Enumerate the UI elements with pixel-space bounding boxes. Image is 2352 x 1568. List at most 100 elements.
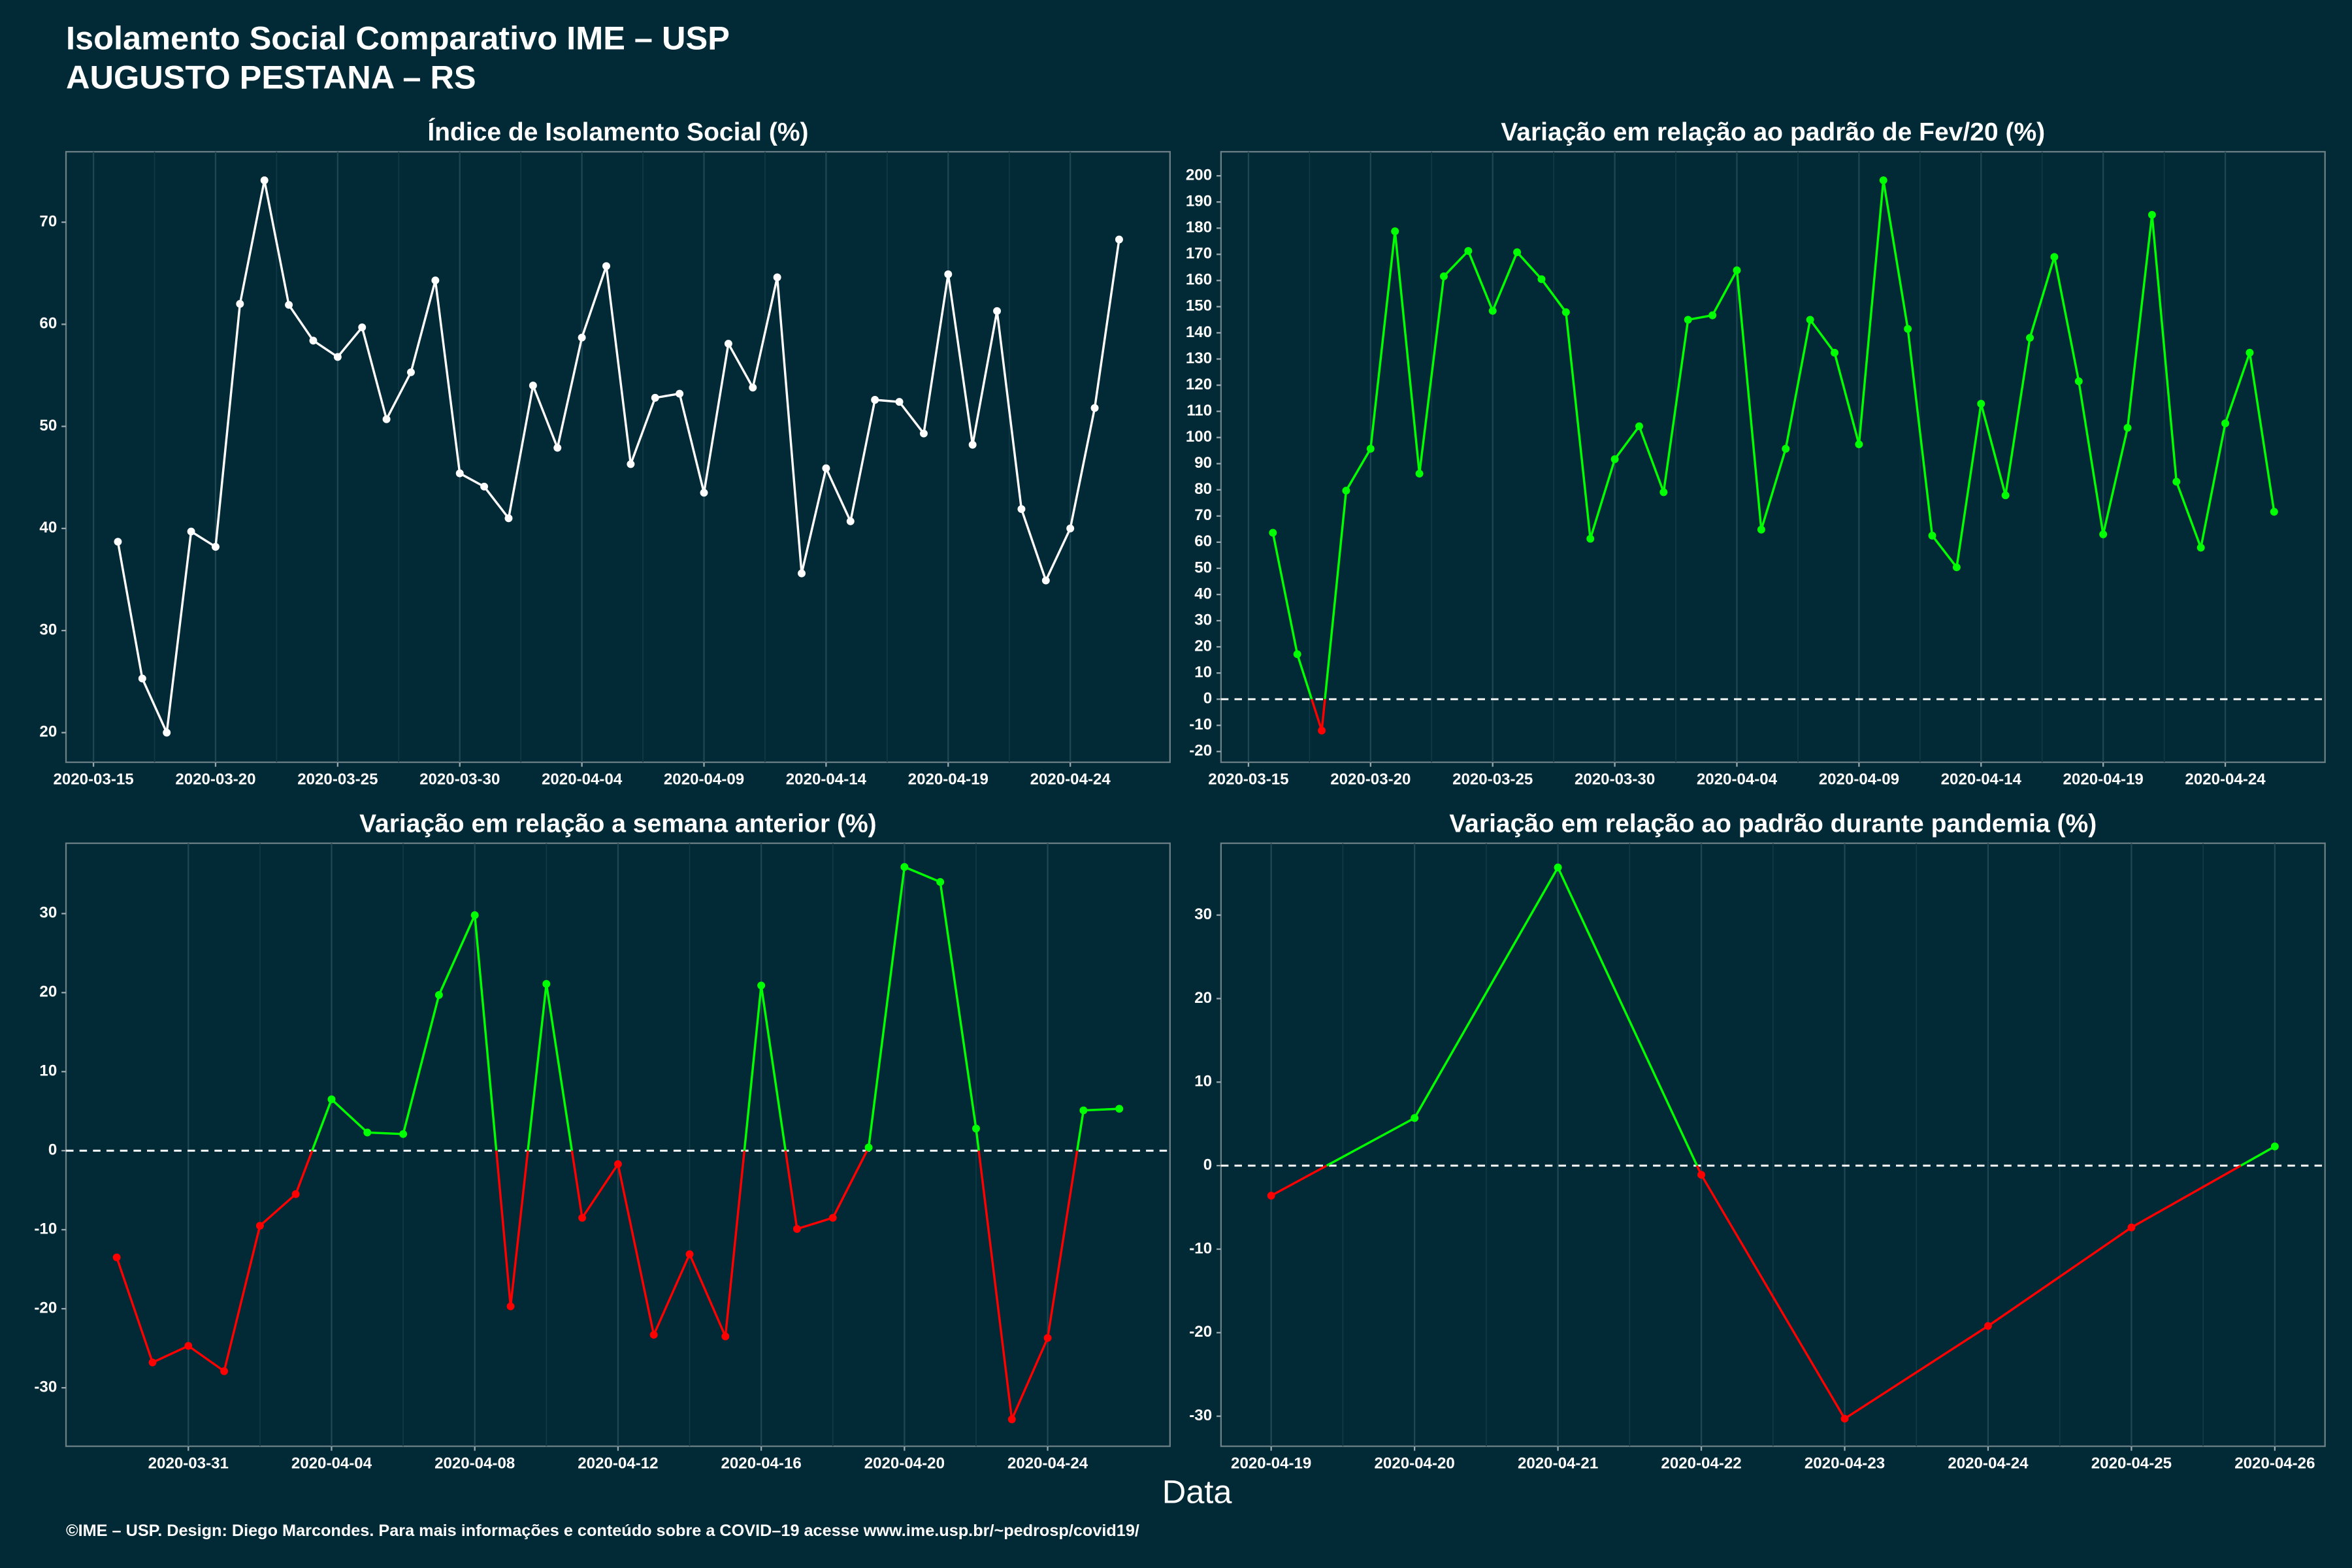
line-segment: [1638, 425, 1665, 493]
line-segment: [2126, 214, 2153, 429]
panel: [1220, 151, 2326, 763]
data-point: [721, 1332, 730, 1341]
y-tick-label: 130: [1186, 350, 1212, 367]
line-segment: [977, 1151, 1013, 1420]
y-tick-label: 40: [1194, 585, 1212, 602]
y-tick-label: 190: [1186, 193, 1212, 210]
data-point: [1855, 440, 1863, 449]
x-tick-label: 2020-04-04: [542, 771, 623, 789]
line-segment: [653, 1254, 691, 1335]
line-segment: [904, 866, 941, 883]
y-tick-label: 60: [39, 315, 57, 333]
x-tick-label: 2020-03-15: [1208, 771, 1288, 789]
data-point: [1697, 1171, 1706, 1179]
y-tick-label: 30: [39, 904, 57, 922]
line-segment: [743, 985, 762, 1151]
line-segment: [1296, 653, 1313, 700]
line-segment: [311, 1099, 333, 1151]
line-segment: [1882, 180, 1909, 329]
data-point: [2050, 253, 2059, 261]
line-segment: [570, 1150, 583, 1218]
line-segment: [1955, 403, 1982, 568]
data-point: [470, 911, 479, 919]
y-tick-label: 30: [1194, 611, 1212, 629]
data-point: [333, 353, 342, 361]
y-tick-label: 0: [48, 1141, 57, 1159]
data-point: [529, 382, 537, 390]
data-point: [972, 1124, 980, 1133]
panel-title: Índice de Isolamento Social (%): [427, 118, 808, 146]
x-tick-label: 2020-04-09: [664, 771, 744, 789]
line-segment: [1467, 250, 1494, 312]
data-point: [968, 440, 977, 449]
x-tick-label: 2020-03-30: [419, 771, 500, 789]
y-tick-label: -20: [1189, 1323, 1212, 1341]
data-point: [1757, 525, 1765, 534]
y-tick-label: 70: [39, 212, 57, 230]
data-point: [773, 273, 781, 282]
y-tick-label: 110: [1186, 402, 1212, 419]
data-point: [627, 460, 635, 468]
data-point: [211, 543, 220, 551]
data-point: [363, 1128, 372, 1137]
data-point: [1928, 531, 1936, 540]
data-point: [382, 415, 391, 423]
data-point: [260, 176, 269, 184]
line-segment: [1809, 319, 1836, 353]
data-point: [700, 489, 708, 497]
data-point: [871, 396, 879, 404]
footer: ©IME – USP. Design: Diego Marcondes. Par…: [66, 1522, 1139, 1540]
line-segment: [724, 1151, 746, 1337]
x-tick-label: 2020-04-21: [1518, 1455, 1598, 1473]
y-tick-label: 150: [1186, 297, 1212, 315]
line-segment: [1735, 270, 1763, 530]
panel-title: Variação em relação ao padrão de Fev/20 …: [1501, 118, 2045, 146]
data-point: [455, 469, 464, 478]
data-point: [900, 863, 909, 871]
data-point: [1806, 316, 1814, 324]
y-tick-label: 0: [1203, 1156, 1212, 1173]
data-point: [1464, 247, 1473, 255]
line-segment: [1320, 699, 1326, 731]
data-point: [895, 398, 904, 406]
y-tick-label: 0: [1203, 690, 1212, 708]
data-point: [553, 444, 562, 452]
data-point: [1007, 1415, 1016, 1424]
line-segment: [259, 1193, 297, 1227]
y-tick-label: 30: [39, 621, 57, 638]
y-tick-label: 120: [1186, 376, 1212, 393]
x-tick-label: 2020-04-20: [864, 1455, 945, 1473]
line-segment: [1711, 269, 1739, 316]
data-point: [236, 300, 244, 308]
line-segment: [1833, 352, 1861, 445]
data-point: [1782, 444, 1790, 453]
data-point: [2270, 508, 2278, 516]
y-tick-label: 70: [1194, 506, 1212, 524]
data-point: [1079, 1106, 1088, 1115]
line-segment: [2199, 423, 2227, 548]
x-tick-label: 2020-04-09: [1819, 771, 1899, 789]
line-segment: [1270, 1164, 1328, 1197]
line-segment: [1760, 448, 1787, 531]
data-point: [1115, 235, 1123, 244]
line-segment: [223, 1225, 261, 1372]
data-point: [757, 981, 766, 990]
line-segment: [1271, 532, 1299, 655]
data-point: [1659, 488, 1668, 497]
data-point: [993, 307, 1002, 316]
line-segment: [402, 994, 440, 1135]
page-title: Isolamento Social Comparativo IME – USP: [66, 20, 730, 57]
y-tick-label: -10: [34, 1220, 57, 1238]
y-tick-label: 50: [1194, 559, 1212, 576]
x-tick-label: 2020-04-19: [2063, 771, 2144, 789]
data-point: [1439, 272, 1448, 280]
y-tick-label: 160: [1186, 271, 1212, 289]
line-segment: [1906, 329, 1934, 536]
line-segment: [331, 1098, 368, 1134]
line-segment: [1857, 180, 1885, 445]
data-point: [1267, 1192, 1275, 1200]
y-tick-label: 60: [1194, 532, 1212, 550]
data-point: [578, 333, 586, 342]
data-point: [138, 674, 146, 683]
